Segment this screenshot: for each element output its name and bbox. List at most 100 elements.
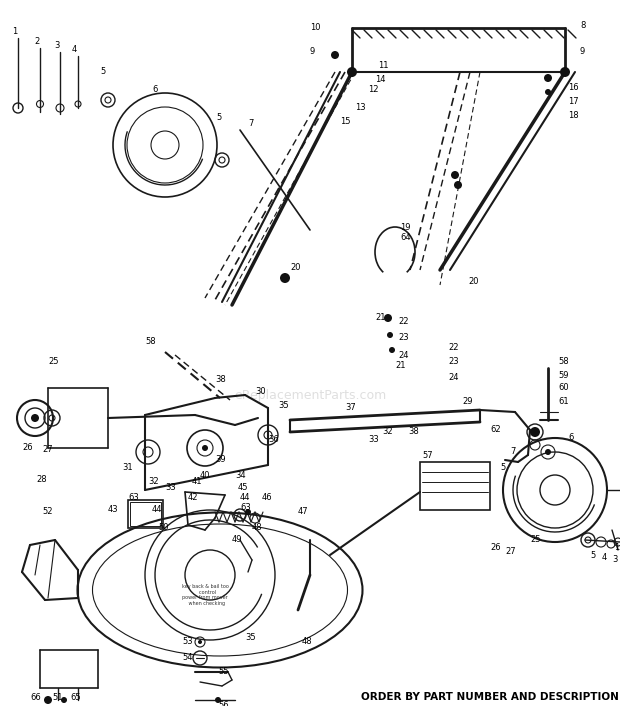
- Text: ORDER BY PART NUMBER AND DESCRIPTION: ORDER BY PART NUMBER AND DESCRIPTION: [361, 692, 619, 702]
- Text: 27: 27: [42, 445, 53, 455]
- Circle shape: [545, 89, 551, 95]
- Circle shape: [31, 414, 39, 422]
- Text: 37: 37: [345, 404, 356, 412]
- Text: 12: 12: [368, 85, 378, 95]
- Text: 5: 5: [100, 68, 105, 76]
- Text: 24: 24: [448, 373, 459, 383]
- Text: 25: 25: [530, 535, 541, 544]
- Text: 32: 32: [148, 477, 159, 486]
- Text: 3: 3: [54, 42, 60, 51]
- Text: 21: 21: [375, 313, 386, 323]
- Text: 20: 20: [468, 277, 479, 287]
- Circle shape: [44, 696, 52, 704]
- Text: 50: 50: [158, 524, 169, 532]
- Text: 24: 24: [398, 350, 409, 359]
- Text: 26: 26: [22, 443, 33, 453]
- Text: 49: 49: [232, 535, 242, 544]
- Circle shape: [451, 171, 459, 179]
- Text: 4: 4: [72, 45, 78, 54]
- Text: 7: 7: [248, 119, 254, 128]
- Text: 10: 10: [310, 23, 321, 32]
- Circle shape: [215, 697, 221, 703]
- Text: 60: 60: [558, 383, 569, 393]
- Circle shape: [387, 332, 393, 338]
- Text: 15: 15: [340, 117, 350, 126]
- Text: 57: 57: [422, 450, 433, 460]
- Text: 38: 38: [215, 376, 226, 385]
- Text: 61: 61: [558, 397, 569, 407]
- Text: 65: 65: [70, 693, 81, 702]
- Text: 8: 8: [580, 20, 585, 30]
- Text: 5: 5: [216, 114, 221, 123]
- Text: 17: 17: [568, 97, 578, 107]
- Text: 40: 40: [200, 470, 211, 479]
- Circle shape: [384, 314, 392, 322]
- Text: 34: 34: [235, 470, 246, 479]
- Text: 36: 36: [268, 436, 279, 445]
- Text: 32: 32: [382, 428, 392, 436]
- Text: 6: 6: [152, 85, 157, 95]
- Circle shape: [280, 273, 290, 283]
- Text: 13: 13: [355, 104, 366, 112]
- Text: 48: 48: [252, 524, 263, 532]
- Text: 29: 29: [462, 397, 472, 407]
- Text: 55: 55: [218, 667, 229, 676]
- Text: 63: 63: [240, 503, 250, 513]
- Text: 51: 51: [52, 693, 63, 702]
- Text: 7: 7: [510, 448, 515, 457]
- Text: 22: 22: [398, 318, 409, 326]
- Bar: [130, 502, 161, 526]
- Text: 16: 16: [568, 83, 578, 92]
- Text: 26: 26: [490, 544, 500, 553]
- Text: 6: 6: [568, 433, 574, 443]
- Text: 4: 4: [602, 554, 607, 563]
- Text: 42: 42: [188, 493, 198, 503]
- Text: 28: 28: [36, 476, 46, 484]
- Text: 25: 25: [48, 357, 58, 366]
- Text: 35: 35: [245, 633, 255, 642]
- Circle shape: [202, 445, 208, 451]
- Text: 56: 56: [218, 702, 229, 706]
- Text: 5: 5: [500, 464, 505, 472]
- Text: 23: 23: [398, 333, 409, 342]
- Circle shape: [61, 697, 67, 703]
- Text: 33: 33: [165, 484, 175, 493]
- Text: 52: 52: [42, 508, 53, 517]
- Text: 27: 27: [505, 547, 516, 556]
- Text: 30: 30: [255, 388, 265, 397]
- Text: 48: 48: [302, 638, 312, 647]
- Text: 54: 54: [182, 654, 192, 662]
- Text: 41: 41: [192, 477, 203, 486]
- Circle shape: [331, 51, 339, 59]
- Text: 47: 47: [298, 508, 309, 517]
- Text: 58: 58: [145, 337, 156, 347]
- Text: 53: 53: [182, 638, 193, 647]
- Text: 3: 3: [612, 556, 618, 565]
- Text: 22: 22: [448, 344, 459, 352]
- Text: 39: 39: [215, 455, 226, 465]
- Circle shape: [545, 449, 551, 455]
- Circle shape: [389, 347, 395, 353]
- Text: 2: 2: [34, 37, 39, 47]
- Text: 20: 20: [290, 263, 301, 273]
- Text: eReplacementParts.com: eReplacementParts.com: [234, 388, 386, 402]
- Circle shape: [347, 67, 357, 77]
- Circle shape: [454, 181, 462, 189]
- Text: 1: 1: [12, 28, 17, 37]
- Text: 19: 19: [400, 224, 410, 232]
- Text: 44: 44: [152, 505, 162, 515]
- Text: 33: 33: [368, 436, 379, 445]
- Text: 38: 38: [408, 428, 419, 436]
- Bar: [128, 500, 163, 528]
- Text: 21: 21: [395, 361, 405, 369]
- Text: 1: 1: [614, 544, 619, 553]
- Text: 11: 11: [378, 61, 389, 69]
- Text: 23: 23: [448, 357, 459, 366]
- Bar: [420, 462, 490, 510]
- Text: 45: 45: [238, 484, 249, 493]
- Text: 59: 59: [558, 371, 569, 380]
- Text: 18: 18: [568, 112, 578, 121]
- Text: 9: 9: [580, 47, 585, 56]
- Text: 46: 46: [262, 493, 273, 503]
- Text: 66: 66: [30, 693, 41, 702]
